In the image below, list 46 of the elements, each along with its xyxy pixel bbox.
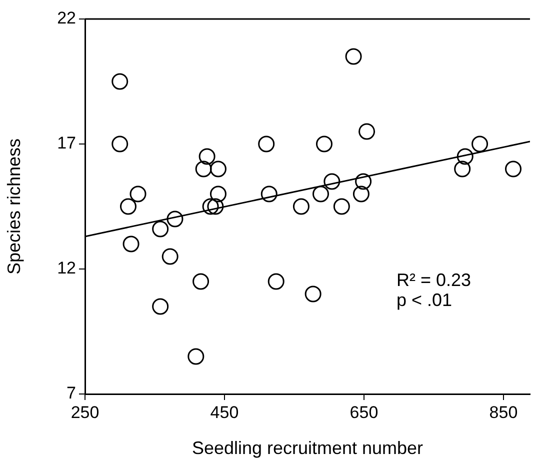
y-axis-title: Species richness [4,138,24,275]
y-tick-label: 17 [57,134,76,153]
point [304,286,322,302]
point [192,273,210,290]
point [112,73,128,90]
annotation: R² = 0.23 [396,270,472,290]
point [358,123,376,140]
point [152,220,169,238]
annotation: p < .01 [396,290,452,310]
point [292,198,310,215]
point [198,148,216,165]
point [162,248,178,265]
point [195,160,212,178]
point [166,210,184,228]
point [258,136,275,152]
point [352,186,370,202]
x-axis-title: Seedling recruitment number [192,438,424,458]
point [188,348,204,365]
point [324,173,340,190]
point [210,186,226,202]
point [120,198,136,215]
x-tick-label: 650 [350,402,378,422]
point [268,273,284,290]
x-tick-label: 850 [489,402,518,422]
point [456,148,474,165]
y-tick-label: 7 [66,384,76,403]
point [472,136,488,152]
point [152,298,169,315]
point [210,160,226,178]
point [316,136,332,152]
point [312,186,330,202]
y-tick-label: 22 [57,8,76,28]
point [505,160,522,178]
point [260,186,278,202]
point [202,198,219,215]
y-tick-label: 12 [57,258,76,278]
point [207,198,224,215]
x-tick-label: 250 [70,402,100,422]
point [112,136,128,152]
point [454,160,471,178]
point [130,186,146,202]
x-tick-label: 450 [210,402,239,422]
point [345,48,362,65]
point [333,198,350,215]
point [355,173,372,190]
point [122,236,140,252]
